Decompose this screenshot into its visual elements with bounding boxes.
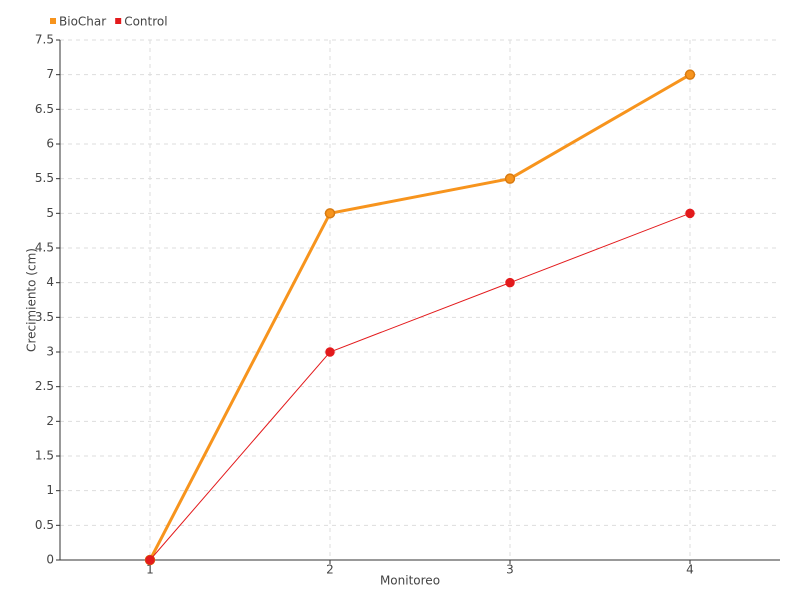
legend-swatch: [115, 18, 122, 24]
y-tick-label: 0: [46, 553, 54, 567]
x-axis-label: Monitoreo: [380, 574, 440, 588]
data-point: [504, 173, 516, 184]
y-tick-label: 6.5: [35, 102, 54, 116]
y-tick-label: 0.5: [35, 518, 54, 532]
y-tick-label: 1.5: [35, 449, 54, 463]
data-point: [685, 208, 695, 219]
y-tick-label: 5: [46, 206, 54, 220]
y-tick-label: 3.5: [35, 310, 54, 324]
data-point: [684, 69, 696, 80]
series-line: [149, 212, 691, 561]
y-tick-label: 3: [46, 345, 54, 359]
data-point: [145, 555, 155, 565]
y-tick-label: 2: [46, 414, 54, 428]
y-tick-label: 1: [46, 483, 54, 497]
y-tick-label: 2.5: [35, 379, 54, 393]
legend-swatch: [50, 18, 56, 24]
y-tick-label: 6: [46, 137, 54, 151]
x-tick-label: 3: [506, 563, 514, 577]
legend-label: Control: [124, 15, 167, 29]
y-tick-label: 5.5: [35, 171, 54, 185]
y-tick-label: 4: [46, 275, 54, 289]
legend-label: BioChar: [59, 15, 106, 29]
data-point: [324, 208, 336, 219]
x-tick-label: 1: [146, 563, 154, 577]
x-tick-label: 4: [686, 563, 694, 577]
y-tick-label: 7: [46, 67, 54, 81]
x-tick-label: 2: [326, 563, 334, 577]
series-line: [148, 73, 691, 561]
data-point: [505, 277, 515, 288]
y-tick-label: 4.5: [35, 241, 54, 255]
data-point: [325, 347, 335, 357]
y-tick-label: 7.5: [35, 33, 54, 47]
y-axis-label: Crecimiento (cm): [25, 248, 39, 352]
